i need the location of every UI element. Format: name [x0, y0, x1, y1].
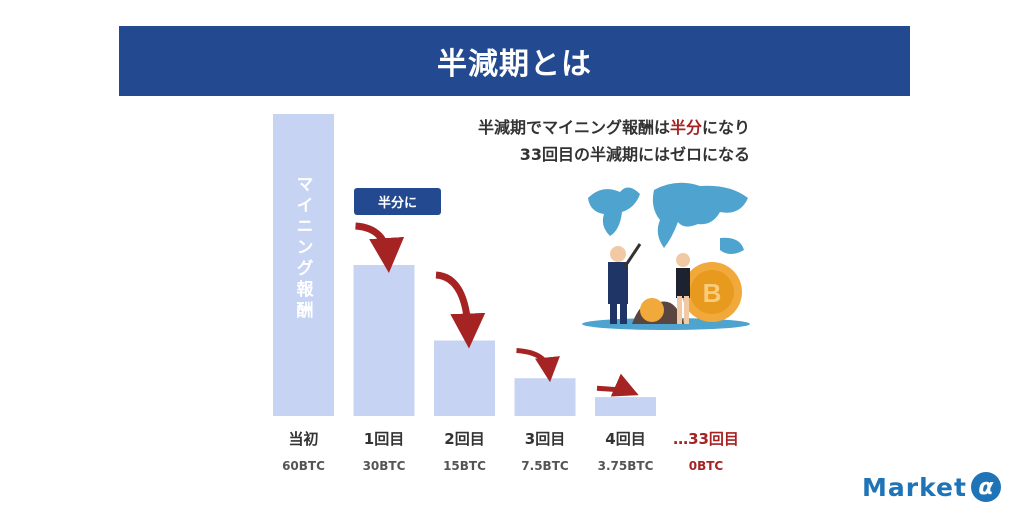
alpha-logo-icon: α [970, 472, 1001, 502]
header-banner: 半減期とは [119, 26, 910, 96]
subtitle-accent: 半分 [669, 118, 702, 137]
bar-2 [434, 340, 495, 416]
pickaxe-icon [622, 243, 642, 269]
category-label-2: 2回目 [444, 430, 484, 448]
category-label-5: …33回目 [673, 430, 739, 448]
bar-0 [273, 114, 334, 416]
value-label-2: 15BTC [443, 459, 486, 473]
page-title: 半減期とは [437, 47, 592, 82]
mining-reward-label: マイニング報酬 [292, 175, 313, 322]
bitcoin-symbol: B [703, 278, 722, 308]
value-label-1: 30BTC [363, 459, 406, 473]
woman-leg-left [677, 296, 682, 324]
halving-arrow-2 [435, 271, 486, 349]
value-label-0: 60BTC [282, 459, 325, 473]
category-label-0: 当初 [288, 430, 318, 448]
subtitle-line-1-text: 半減期でマイニング報酬は [477, 118, 670, 137]
subtitle-line-2: 33回目の半減期にはゼロになる [519, 145, 750, 164]
woman-head [676, 253, 690, 267]
bitcoin-coin-inner [690, 270, 734, 314]
value-label-4: 3.75BTC [598, 459, 654, 473]
mining-illustration: B [582, 182, 750, 330]
market-alpha-logo: Market α [862, 470, 1001, 504]
category-label-3: 3回目 [525, 430, 565, 448]
woman-leg-right [684, 296, 689, 324]
bar-3 [514, 378, 576, 416]
bar-1 [353, 265, 415, 416]
category-label-1: 1回目 [364, 430, 404, 448]
man-figure [608, 262, 628, 304]
man-head [610, 246, 626, 262]
halving-arrow-3 [516, 348, 560, 383]
woman-figure [676, 268, 690, 298]
value-label-5: 0BTC [689, 459, 724, 473]
continent-oceania-icon [720, 237, 744, 254]
subtitle-line-1: 半減期でマイニング報酬は半分になり [380, 114, 750, 141]
bar-4 [595, 397, 656, 416]
category-label-4: 4回目 [605, 430, 645, 448]
subtitle-line-1-suffix: になり [701, 118, 750, 137]
small-bitcoin-coin-icon [640, 298, 664, 322]
halving-arrow-4 [596, 373, 639, 397]
halving-arrow-1 [355, 222, 405, 273]
value-label-3: 7.5BTC [521, 459, 569, 473]
logo-text: Market [862, 472, 967, 502]
half-badge: 半分に [354, 188, 441, 215]
subtitle: 半減期でマイニング報酬は半分になり 33回目の半減期にはゼロになる [380, 114, 750, 168]
continent-americas-icon [588, 187, 640, 236]
man-leg-right [620, 302, 627, 324]
continent-eurasia-icon [652, 182, 748, 248]
man-leg-left [610, 302, 617, 324]
